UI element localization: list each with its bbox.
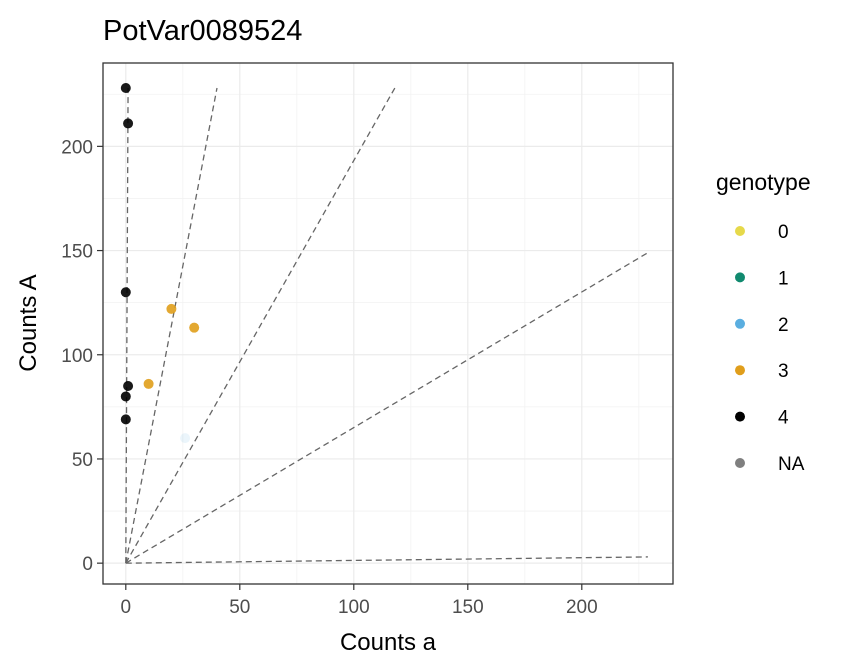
y-tick-label: 150 (61, 242, 93, 263)
reference-lines (125, 87, 649, 564)
data-point (120, 287, 131, 298)
plot-border (102, 62, 674, 585)
legend-key (735, 411, 745, 422)
y-tick-label: 200 (61, 137, 93, 158)
x-tick-label: 100 (338, 597, 370, 618)
data-point (180, 433, 191, 444)
plot-panel (103, 63, 673, 584)
y-tick-label: 0 (82, 554, 93, 575)
legend-key (735, 318, 745, 329)
legend-key (735, 458, 745, 468)
reference-line (125, 87, 396, 564)
x-axis-ticks: 0 50 100 150 200 (121, 584, 598, 618)
legend-label: 2 (778, 315, 789, 336)
legend: genotype 0 1 2 3 4 NA (716, 169, 811, 475)
data-point (189, 322, 200, 333)
chart-title: PotVar0089524 (103, 15, 302, 47)
reference-line (125, 88, 129, 564)
legend-items: 0 1 2 3 4 NA (735, 222, 805, 475)
data-points (120, 83, 200, 444)
x-tick-label: 50 (229, 597, 250, 618)
x-tick-label: 0 (121, 597, 132, 618)
legend-label: 3 (778, 361, 789, 382)
data-point (120, 414, 131, 425)
data-point (120, 83, 131, 94)
data-point (143, 378, 154, 389)
x-tick-label: 200 (566, 597, 598, 618)
x-tick-label: 150 (452, 597, 484, 618)
y-tick-label: 50 (72, 450, 93, 471)
reference-line (125, 252, 649, 564)
legend-label: NA (778, 454, 805, 475)
y-tick-label: 100 (61, 346, 93, 367)
grid (103, 63, 673, 584)
data-point (120, 391, 131, 402)
x-axis-label: Counts a (340, 629, 437, 656)
reference-line (125, 87, 218, 564)
legend-title: genotype (716, 169, 811, 195)
data-point (166, 303, 177, 314)
legend-key (735, 365, 745, 376)
legend-key (735, 226, 745, 236)
legend-key (735, 272, 745, 283)
reference-line (125, 556, 648, 564)
data-point (123, 381, 134, 392)
legend-label: 4 (778, 408, 789, 429)
legend-label: 1 (778, 268, 789, 289)
y-axis-ticks: 0 50 100 150 200 (61, 137, 103, 575)
y-axis-label: Counts A (15, 274, 42, 371)
legend-label: 0 (778, 222, 789, 243)
data-point (123, 118, 134, 129)
